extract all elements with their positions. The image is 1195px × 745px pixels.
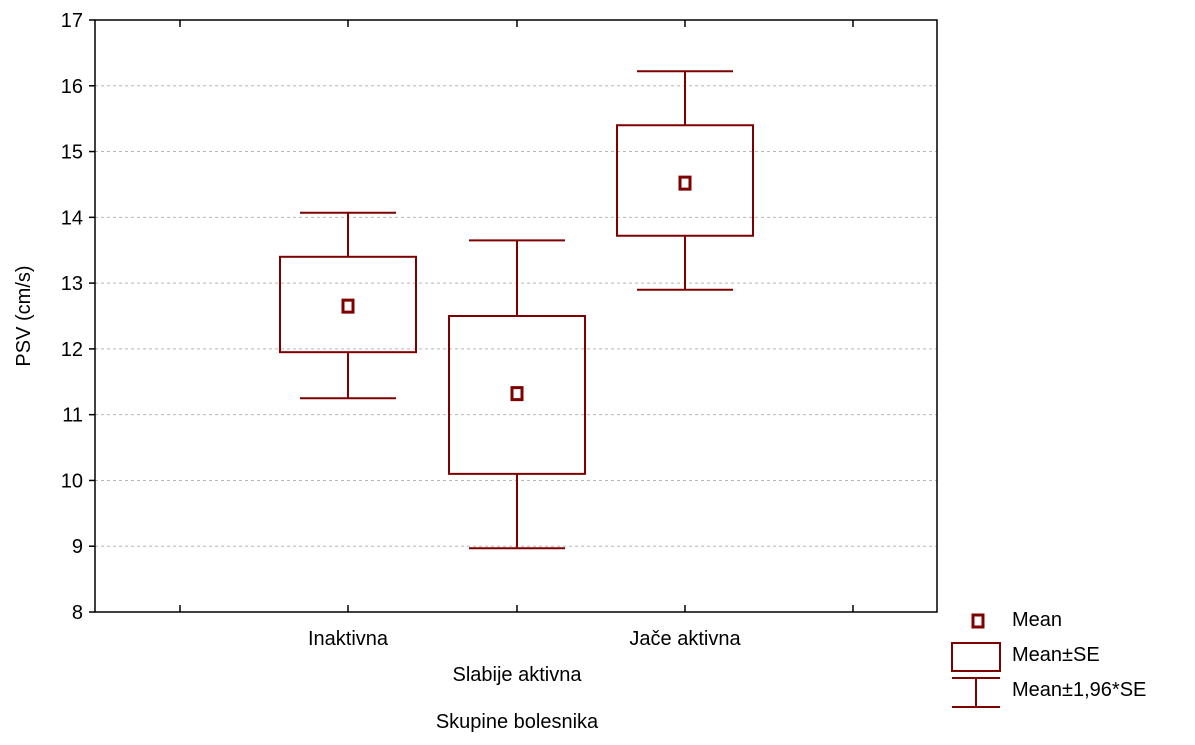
y-tick-label: 17 [61,10,83,32]
x-tick-label: Jače aktivna [629,628,741,650]
whisker-icon [952,677,1000,708]
se-box-icon [951,642,1001,672]
legend: Mean Mean±SE Mean±1,96*SE [950,605,1195,710]
y-tick-label: 12 [61,339,83,361]
y-tick-label: 9 [72,536,83,558]
x-axis-label: Skupine bolesnika [436,711,599,733]
y-axis-label: PSV (cm/s) [13,265,35,366]
category-group [448,239,586,550]
plot-frame [94,19,938,613]
x-tick-label: Inaktivna [308,628,389,650]
legend-label-se: Mean±SE [1012,644,1100,666]
legend-item-se: Mean±SE [950,640,1195,674]
se-box [448,315,586,475]
legend-item-mean: Mean [950,605,1195,639]
category-group [279,211,417,400]
axes-layer: 8 9 10 11 12 13 14 15 16 17 Inaktivna Slabije aktiv… [61,10,854,686]
y-tick-label: 11 [62,405,83,427]
se-box [616,124,754,237]
mean-marker [510,386,524,402]
y-tick-label: 14 [61,207,83,229]
y-tick-label: 8 [72,602,83,624]
legend-label-mean: Mean [1012,609,1063,631]
y-tick-label: 15 [61,142,83,164]
mean-marker-icon [971,613,985,629]
se-box [279,255,417,354]
legend-label-ci: Mean±1,96*SE [1012,679,1147,701]
mean-marker [678,175,692,191]
y-tick-label: 13 [61,273,83,295]
y-tick-label: 16 [61,76,83,98]
boxes-layer [279,70,754,550]
legend-item-ci: Mean±1,96*SE [950,675,1195,709]
y-tick-label: 10 [61,470,83,492]
mean-marker [341,298,355,314]
x-tick-label: Slabije aktivna [453,664,583,686]
category-group [616,70,754,291]
